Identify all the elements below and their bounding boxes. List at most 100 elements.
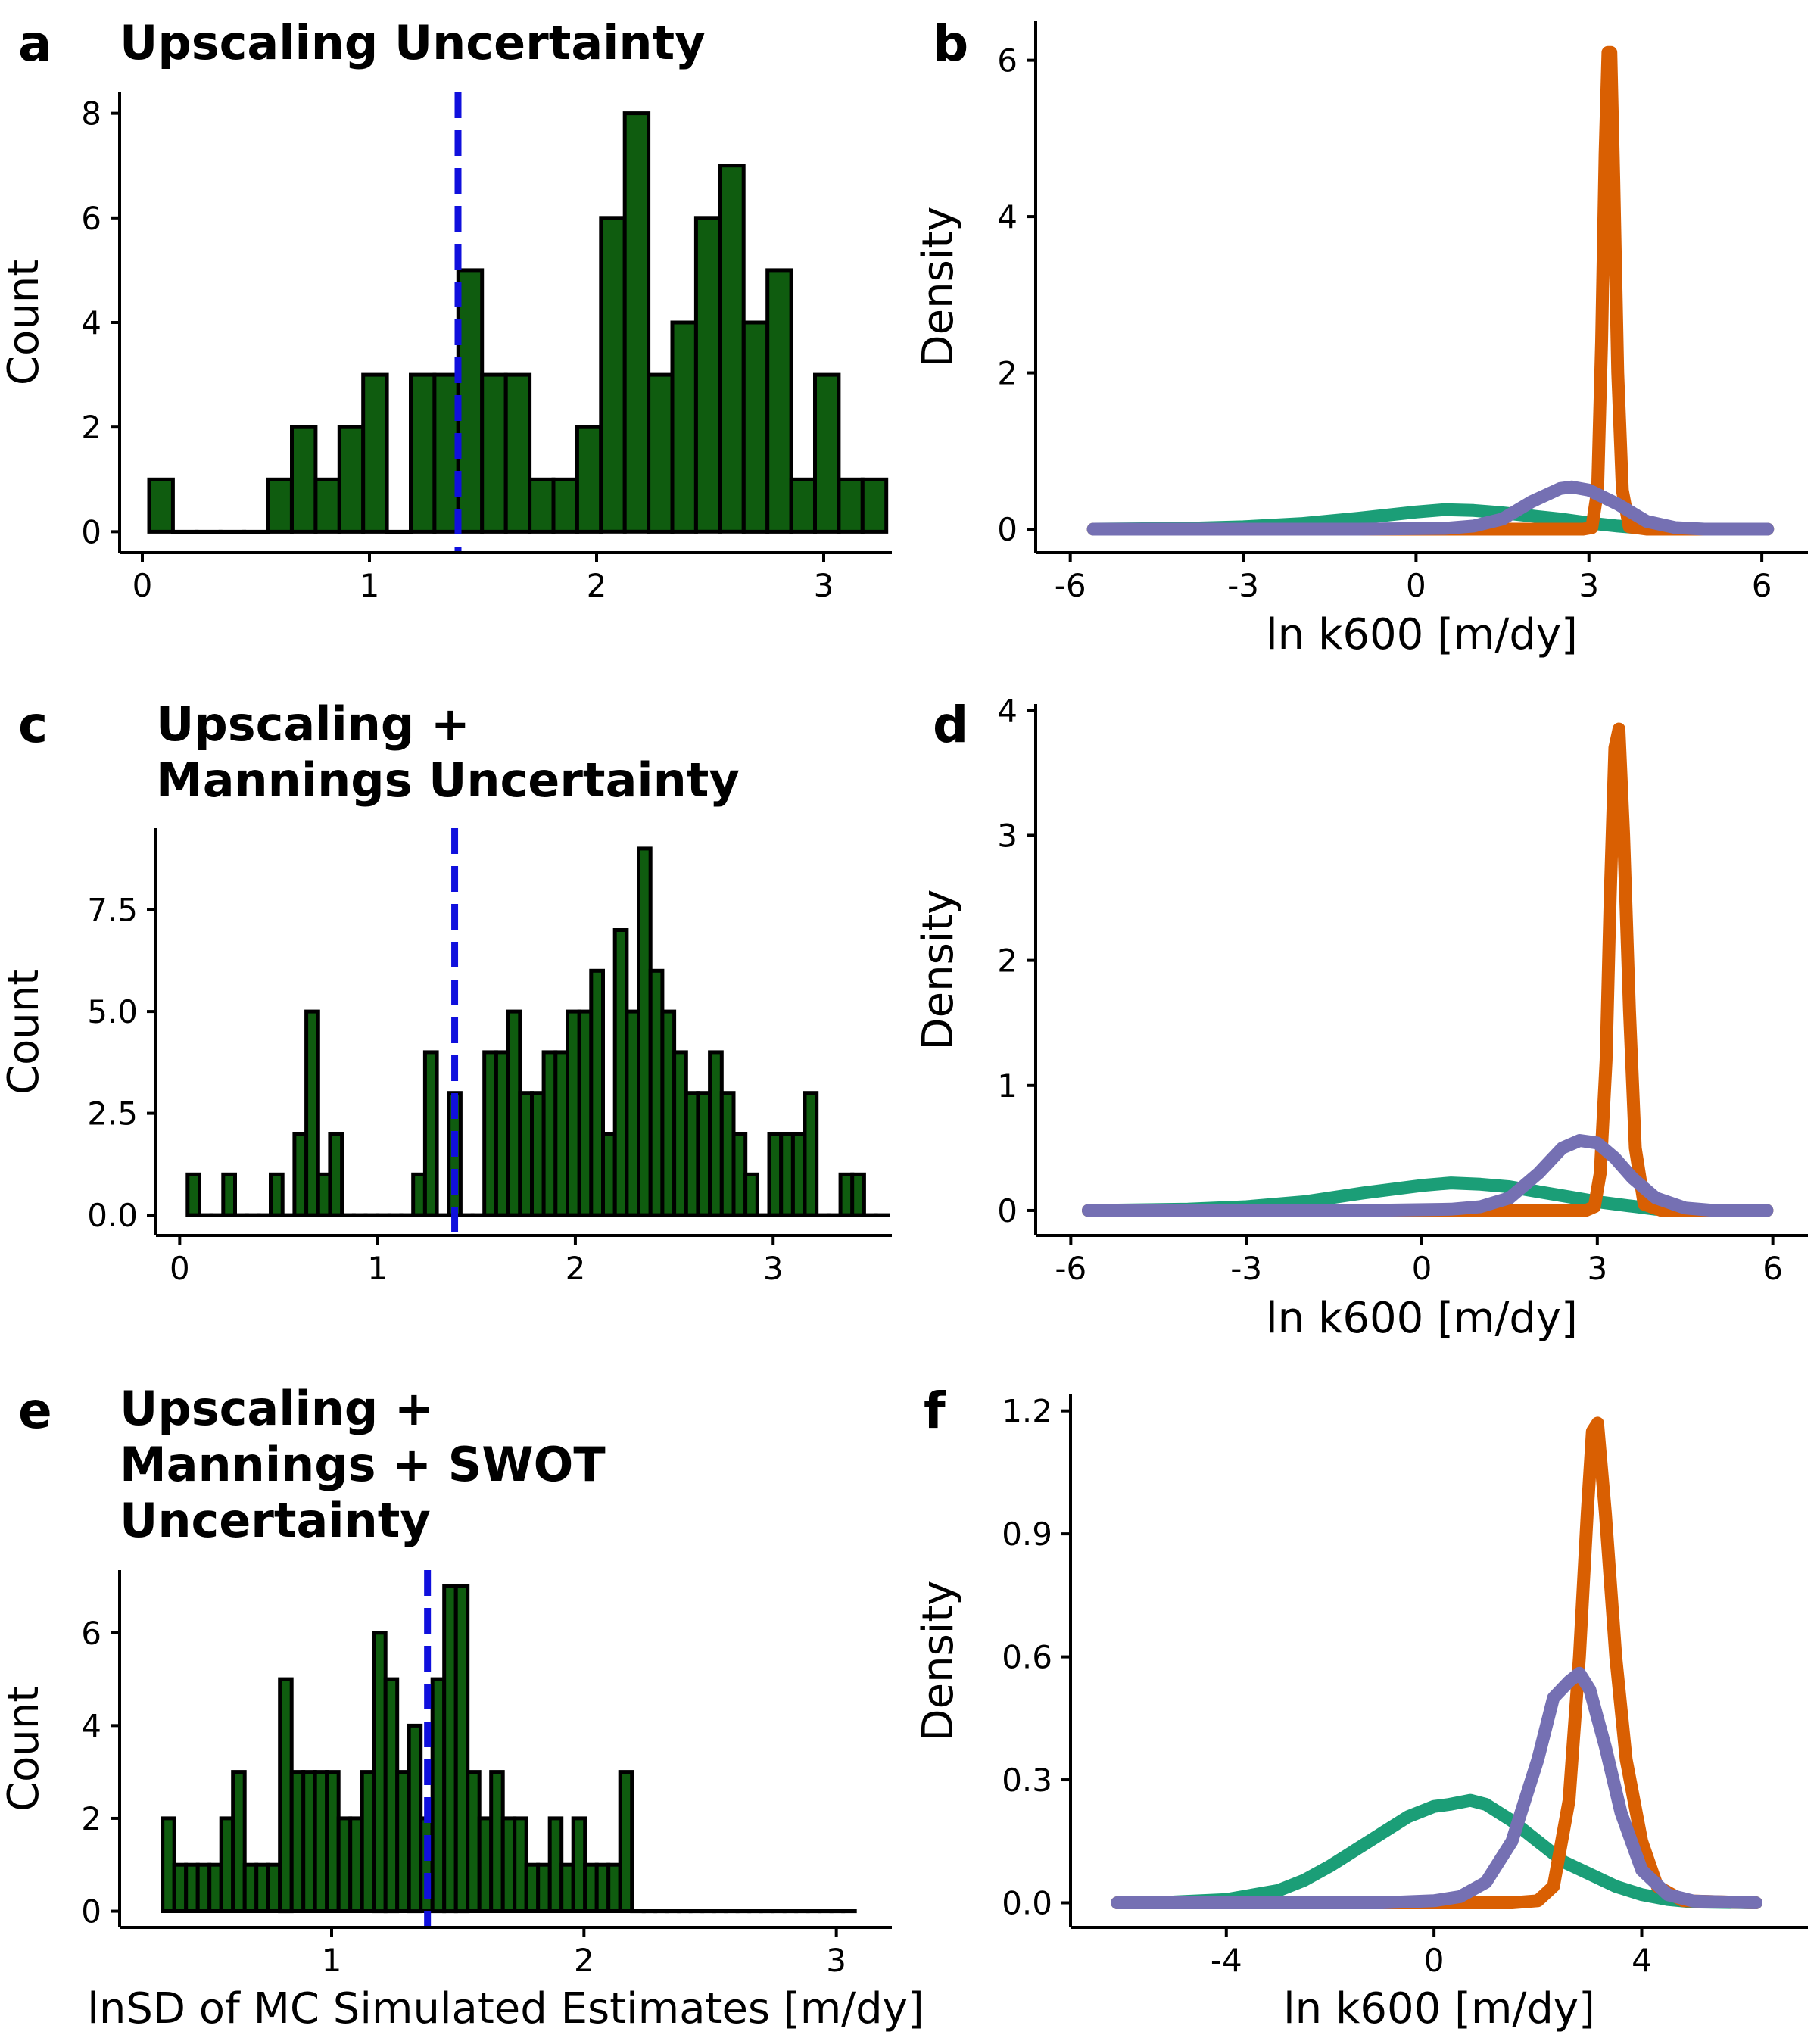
density-curve	[1111, 1793, 1762, 1909]
x-tick-label: 0	[1424, 1942, 1445, 1979]
panel-b: b -6 -3 0 3 6 0 2 4 6 ln k600 [m/dy] Density	[914, 14, 1808, 659]
histogram-bar	[528, 477, 556, 534]
x-tick-label: 3	[826, 1942, 846, 1979]
density-curve	[1111, 1666, 1762, 1909]
y-tick-label: 1	[997, 1067, 1018, 1105]
histogram-bar	[670, 320, 698, 534]
y-axis-label: Count	[0, 1686, 48, 1812]
density-curves	[1086, 45, 1775, 536]
density-curve	[1086, 480, 1775, 536]
y-tick-label: 3	[997, 817, 1018, 854]
histogram-bars	[147, 111, 889, 534]
y-tick-label: 4	[997, 692, 1018, 729]
histogram-bar	[622, 111, 651, 534]
panel-letter: f	[924, 1382, 946, 1440]
histogram-bar	[231, 1770, 247, 1914]
histogram-bar	[266, 477, 294, 534]
y-tick-label: 4	[997, 198, 1018, 235]
y-tick-label: 0.3	[1002, 1762, 1052, 1799]
histogram-bar	[789, 477, 817, 534]
panel-title-line: Upscaling Uncertainty	[120, 15, 706, 70]
panel-letter: a	[18, 14, 52, 73]
y-tick-label: 4	[81, 1707, 101, 1744]
x-tick-label: 3	[1587, 1250, 1607, 1287]
histogram-bar	[221, 1172, 237, 1217]
panel-letter: e	[18, 1382, 52, 1440]
histogram-bar	[313, 477, 341, 534]
density-curve	[1082, 1134, 1774, 1217]
histogram-bar	[813, 372, 841, 534]
x-tick-label: -3	[1230, 1250, 1262, 1287]
histogram-bar	[837, 477, 865, 534]
y-tick-label: 0.0	[1002, 1885, 1052, 1922]
histogram-bar	[409, 372, 437, 534]
y-axis-label: Density	[914, 890, 963, 1051]
panel-f: f -4 0 4 0.0 0.3 0.6 0.9 1.2 ln k600 [m/dy] Densit…	[914, 1382, 1808, 2033]
histogram-bar	[850, 1172, 866, 1217]
panel-letter: d	[933, 696, 968, 754]
y-axis-label: Density	[914, 1581, 963, 1742]
x-tick-label: 2	[587, 567, 607, 604]
histogram-bar	[743, 1172, 759, 1217]
histogram-bar	[185, 1172, 202, 1217]
x-tick-label: 1	[367, 1250, 388, 1287]
x-tick-label: 2	[566, 1250, 586, 1287]
histogram-bar	[337, 425, 366, 534]
y-tick-label: 2	[81, 409, 101, 446]
y-tick-label: 0.0	[87, 1197, 138, 1234]
y-axis-label: Density	[914, 207, 963, 368]
y-tick-label: 7.5	[87, 892, 138, 929]
histogram-bars	[161, 1584, 857, 1914]
x-tick-label: 0	[1406, 567, 1426, 604]
histogram-bar	[432, 372, 460, 534]
panel-title-line: Mannings Uncertainty	[156, 752, 740, 808]
histogram-bar	[361, 372, 389, 534]
y-axis-label: Count	[0, 969, 48, 1095]
x-tick-label: -6	[1055, 567, 1086, 604]
x-tick-label: -6	[1055, 1250, 1086, 1287]
panel-c: c Upscaling +Mannings Uncertainty 0 1 2 3 0.0 2…	[0, 696, 892, 1287]
histogram-bar	[480, 372, 508, 534]
x-tick-label: 3	[763, 1250, 784, 1287]
panel-a: a Upscaling Uncertainty 0 1 2 3 0 2 4 6 8 Count	[0, 14, 892, 604]
x-axis-label: ln k600 [m/dy]	[1266, 610, 1578, 659]
density-curves	[1111, 1416, 1762, 1909]
panel-title-line: Upscaling +	[120, 1381, 434, 1436]
x-tick-label: 4	[1632, 1942, 1652, 1979]
x-tick-label: -4	[1211, 1942, 1242, 1979]
y-tick-label: 5.0	[87, 993, 138, 1030]
density-curve	[1111, 1416, 1762, 1909]
panel-letter: b	[933, 14, 968, 73]
panel-letter: c	[18, 696, 48, 754]
y-tick-label: 2.5	[87, 1095, 138, 1133]
panel-title-line: Mannings + SWOT	[120, 1437, 606, 1492]
x-tick-label: 2	[574, 1942, 594, 1979]
histogram-bar	[575, 425, 603, 534]
histogram-bar	[456, 268, 485, 534]
y-tick-label: 0	[997, 511, 1018, 548]
x-tick-label: 0	[1412, 1250, 1432, 1287]
histogram-bar	[328, 1132, 344, 1217]
x-axis-label: lnSD of MC Simulated Estimates [m/dy]	[87, 1984, 924, 2033]
x-tick-label: 0	[132, 567, 153, 604]
panel-d: d -6 -3 0 3 6 0 1 2 3 4 ln k600 [m/dy] Density	[914, 692, 1808, 1343]
histogram-bar	[147, 477, 175, 534]
histogram-bar	[589, 968, 605, 1217]
histogram-bar	[503, 372, 532, 534]
histogram-bar	[618, 1770, 634, 1914]
density-curve	[1082, 722, 1774, 1217]
histogram-bars	[185, 846, 890, 1217]
histogram-bar	[599, 216, 627, 534]
x-axis-label: ln k600 [m/dy]	[1283, 1984, 1595, 2033]
y-tick-label: 0	[81, 513, 101, 550]
y-tick-label: 1.2	[1002, 1393, 1052, 1430]
x-tick-label: 3	[1579, 567, 1599, 604]
y-tick-label: 0.6	[1002, 1639, 1052, 1676]
density-curve	[1086, 45, 1775, 536]
y-tick-label: 6	[81, 1615, 101, 1652]
x-tick-label: 1	[322, 1942, 342, 1979]
x-tick-label: 1	[360, 567, 380, 604]
x-tick-label: -3	[1227, 567, 1259, 604]
